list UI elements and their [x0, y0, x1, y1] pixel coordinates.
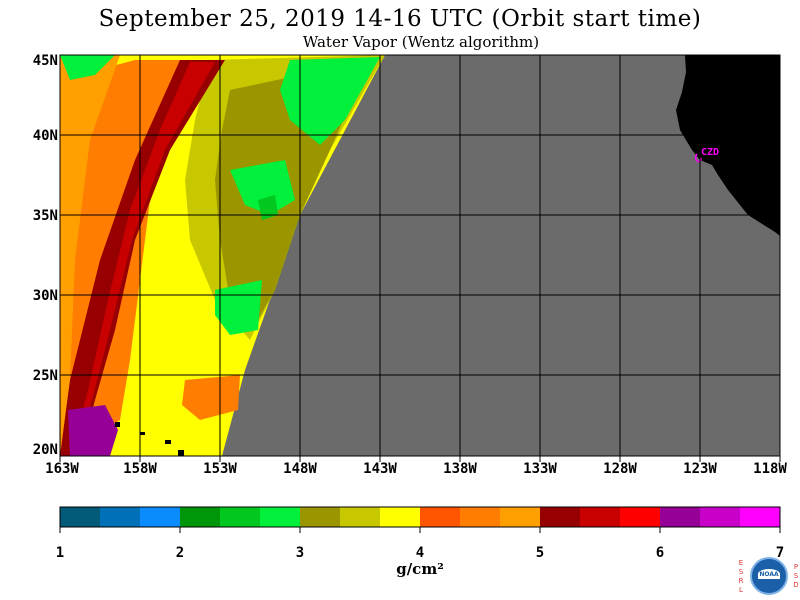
map-title: September 25, 2019 14-16 UTC (Orbit star…: [98, 6, 702, 32]
colorbar-tick-6: 6: [655, 545, 665, 561]
swath-green-nw: [60, 55, 115, 80]
island-speck: [178, 450, 184, 456]
swath-darkgreen-spot: [258, 195, 278, 220]
island-speck: [140, 432, 145, 435]
colorbar-units: g/cm²: [396, 560, 444, 578]
lat-label-35n: 35N: [32, 208, 58, 224]
lat-label-30n: 30N: [32, 288, 58, 304]
colorbar-swatch: [700, 507, 741, 527]
lon-label-148w: 148W: [283, 461, 317, 477]
lon-label-143w: 143W: [363, 461, 397, 477]
noaa-emblem: NOAA: [750, 557, 788, 595]
swath-amber-west: [60, 55, 120, 456]
island-speck: [115, 422, 120, 427]
colorbar-swatch: [740, 507, 781, 527]
lat-label-45n: 45N: [32, 53, 58, 69]
colorbar-swatch: [380, 507, 421, 527]
swath-orange-hawaii: [182, 375, 240, 420]
colorbar-swatch: [540, 507, 581, 527]
lat-label-25n: 25N: [32, 368, 58, 384]
lon-label-133w: 133W: [523, 461, 557, 477]
colorbar-swatch: [580, 507, 621, 527]
lon-label-138w: 138W: [443, 461, 477, 477]
lat-label-20n: 20N: [32, 442, 58, 458]
colorbar-tick-1: 1: [55, 545, 65, 561]
colorbar-swatch: [300, 507, 341, 527]
colorbar-swatch: [420, 507, 461, 527]
colorbar-swatch: [140, 507, 181, 527]
colorbar-swatch: [620, 507, 661, 527]
colorbar-swatch: [220, 507, 261, 527]
colorbar-tick-7: 7: [775, 545, 785, 561]
map-frame: [59, 54, 781, 457]
colorbar: [59, 506, 781, 533]
island-speck: [165, 440, 171, 444]
land-california: [676, 55, 780, 236]
city-marker-czd: [694, 153, 702, 163]
swath-purple-blob: [68, 405, 118, 456]
lon-label-153w: 153W: [203, 461, 237, 477]
swath-green-patch-mid: [230, 160, 295, 215]
colorbar-swatch: [100, 507, 141, 527]
colorbar-swatch: [260, 507, 301, 527]
swath-green-patch-south: [215, 280, 262, 335]
city-label-czd: CZD: [701, 147, 720, 158]
colorbar-swatch: [340, 507, 381, 527]
lon-label-123w: 123W: [683, 461, 717, 477]
lon-label-158w: 158W: [123, 461, 157, 477]
lat-label-40n: 40N: [32, 128, 58, 144]
colorbar-swatch: [60, 507, 101, 527]
graticule: [60, 55, 780, 456]
lon-label-118w: 118W: [753, 461, 787, 477]
lon-label-128w: 128W: [603, 461, 637, 477]
colorbar-tick-3: 3: [295, 545, 305, 561]
swath-green-patch-north: [280, 57, 380, 145]
map-subtitle: Water Vapor (Wentz algorithm): [302, 33, 540, 51]
lon-label-163w: 163W: [45, 461, 79, 477]
colorbar-swatch: [460, 507, 501, 527]
colorbar-tick-5: 5: [535, 545, 545, 561]
colorbar-swatch: [500, 507, 541, 527]
colorbar-swatch: [660, 507, 701, 527]
colorbar-tick-4: 4: [415, 545, 425, 561]
colorbar-swatch: [180, 507, 221, 527]
colorbar-tick-2: 2: [175, 545, 185, 561]
